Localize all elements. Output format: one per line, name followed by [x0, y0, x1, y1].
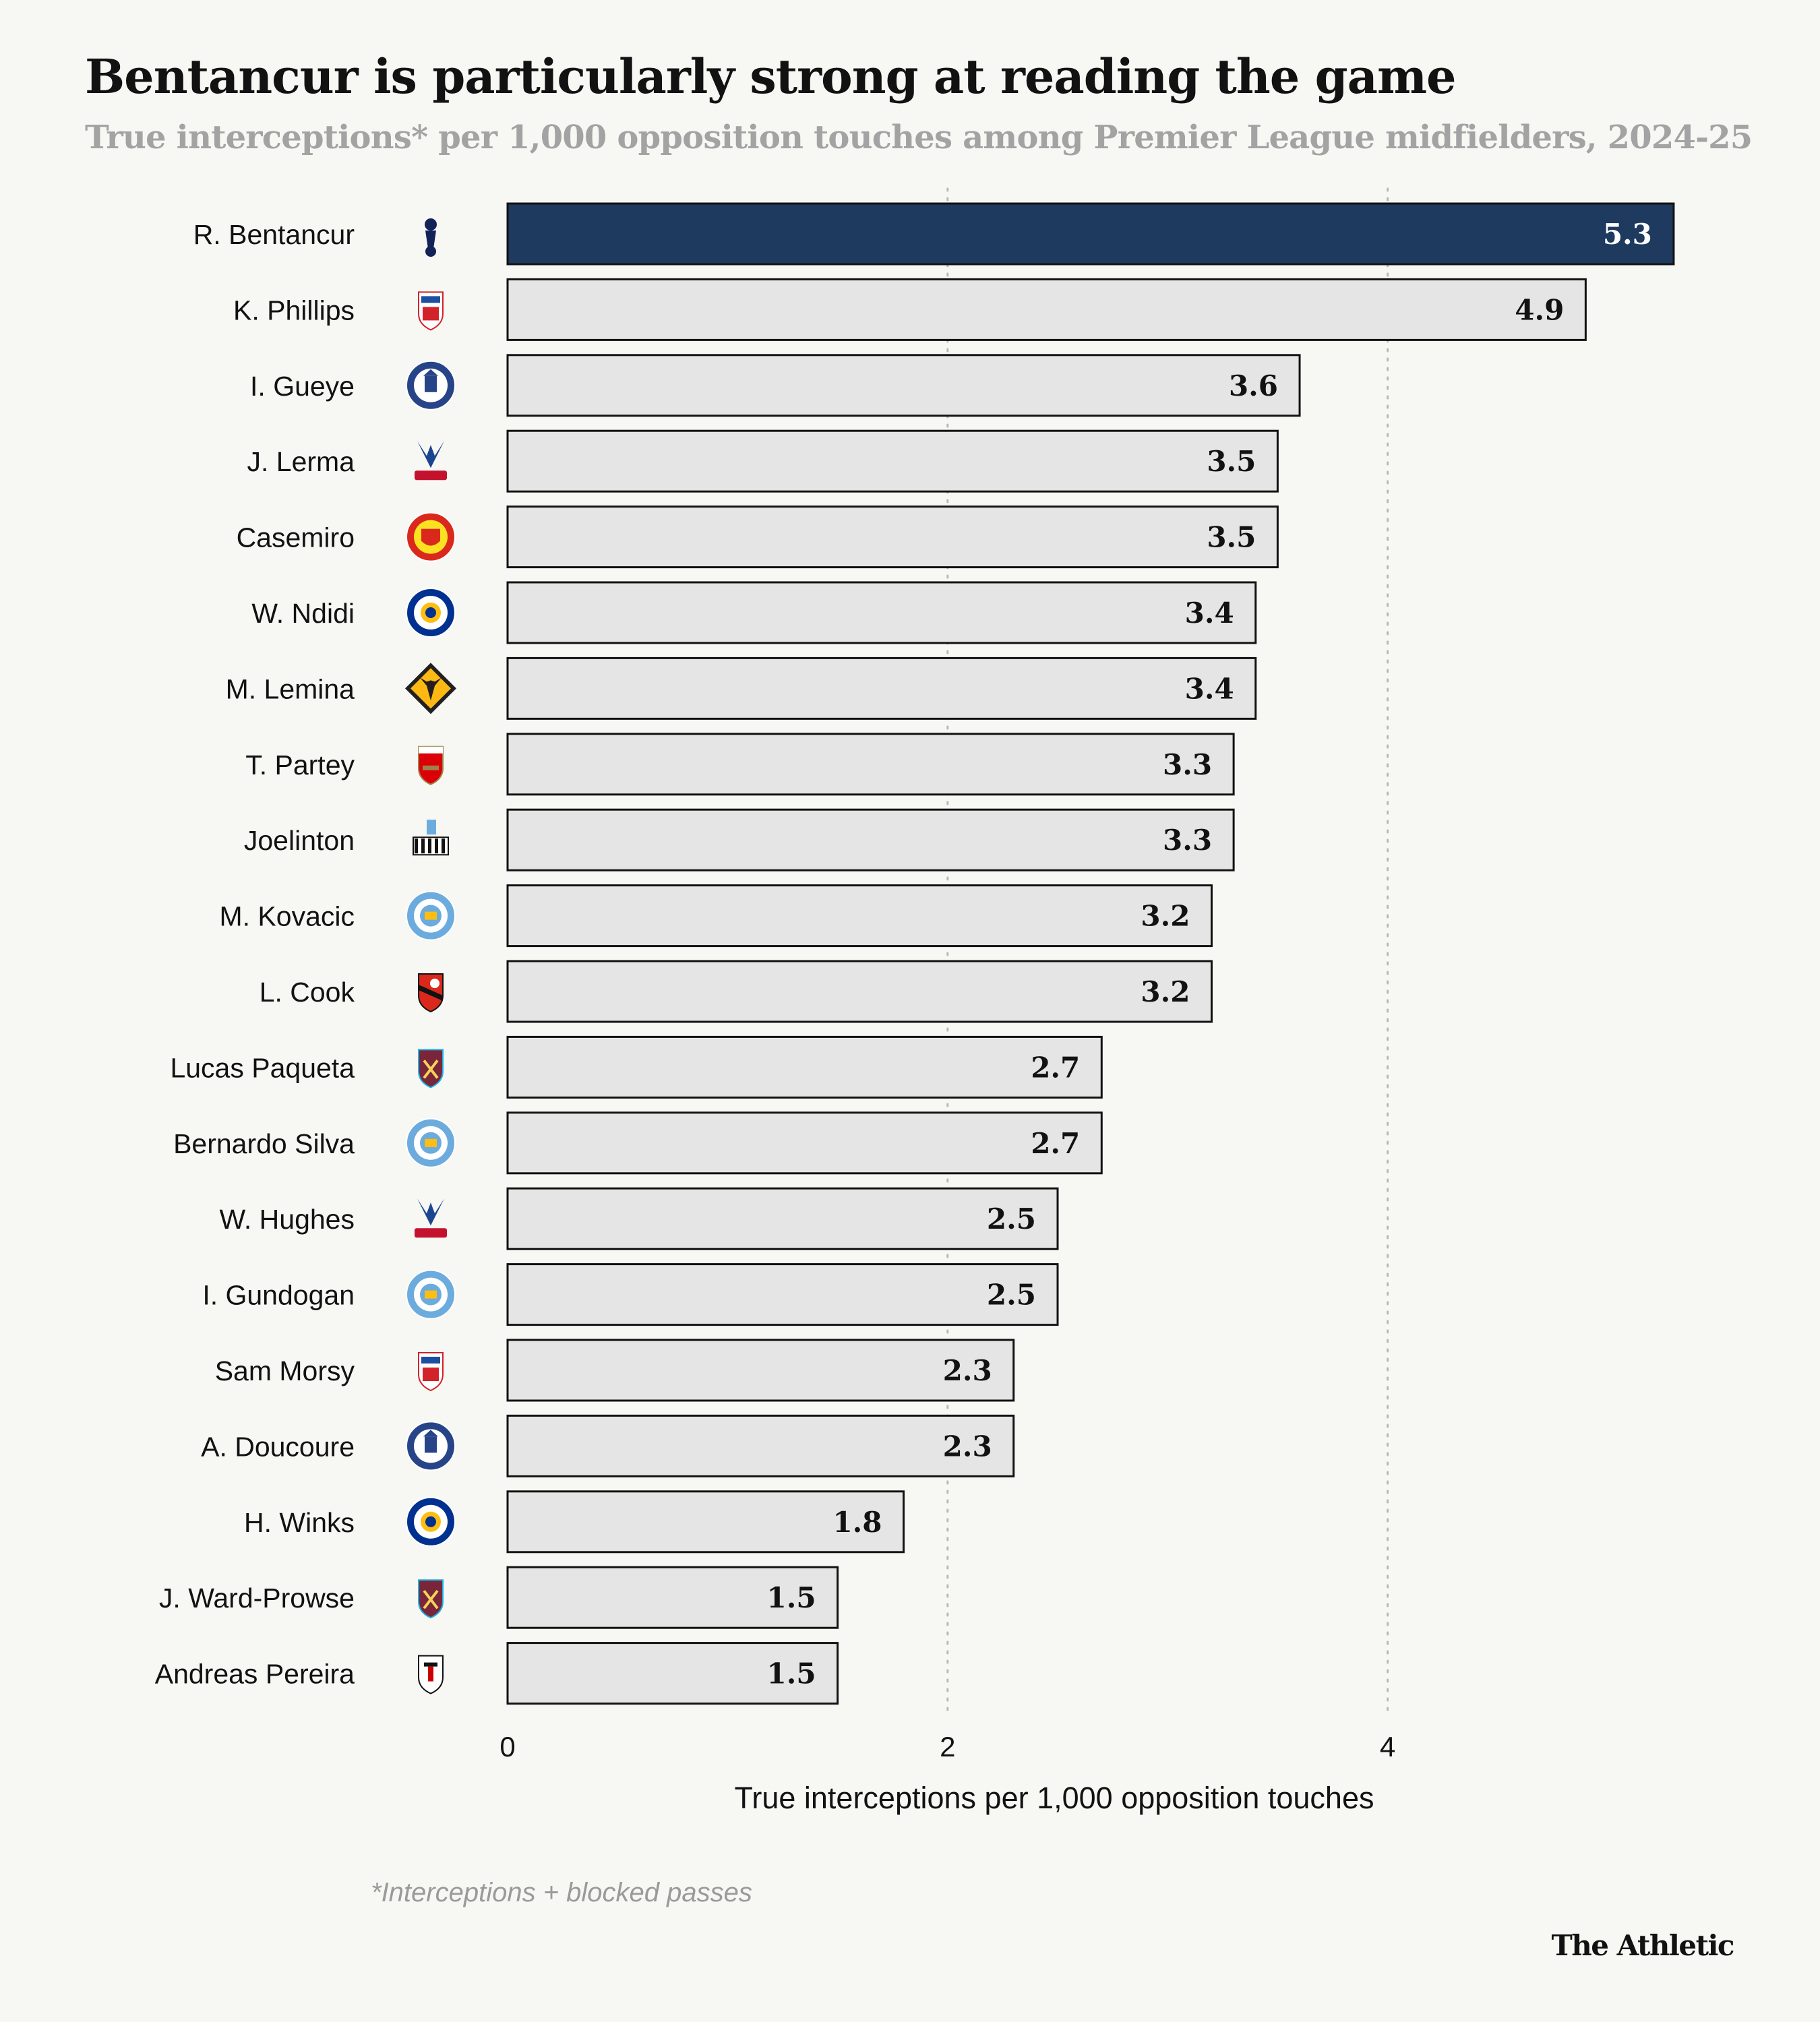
- crystal-palace-crest-icon: [415, 441, 447, 481]
- category-label: L. Cook: [260, 977, 355, 1008]
- category-label: Sam Morsy: [215, 1355, 355, 1386]
- bar: [506, 1566, 839, 1629]
- bar-value-label: 2.7: [1031, 1127, 1080, 1160]
- bar: [506, 960, 1213, 1023]
- fulham-crest-icon: [418, 1655, 444, 1694]
- bar-value-label: 3.4: [1185, 672, 1234, 705]
- bar-value-label: 5.3: [1603, 218, 1652, 251]
- bar-value-label: 3.6: [1229, 369, 1278, 402]
- everton-crest-icon: [406, 1421, 456, 1471]
- bar: [506, 506, 1279, 569]
- category-label: Casemiro: [237, 522, 355, 553]
- x-tick-label: 2: [940, 1731, 955, 1763]
- category-label: M. Lemina: [226, 673, 355, 704]
- bar-value-label: 3.3: [1163, 824, 1212, 857]
- category-label: Joelinton: [244, 825, 355, 856]
- category-label: J. Lerma: [247, 446, 355, 477]
- ipswich-crest-icon: [418, 291, 444, 331]
- bar: [506, 733, 1235, 796]
- man-city-crest-icon: [406, 1117, 456, 1168]
- bar: [506, 1111, 1103, 1175]
- west-ham-crest-icon: [418, 1579, 444, 1619]
- bar-value-label: 1.5: [767, 1581, 816, 1614]
- bar-value-label: 2.5: [987, 1202, 1036, 1235]
- leicester-crest-icon: [406, 1496, 456, 1547]
- bar-value-label: 4.9: [1515, 293, 1564, 326]
- tottenham-crest-icon: [425, 218, 437, 257]
- bar: [506, 581, 1257, 644]
- ipswich-crest-icon: [418, 1352, 444, 1392]
- bar-value-label: 2.7: [1031, 1051, 1080, 1084]
- chart-title: Bentancur is particularly strong at read…: [85, 49, 1457, 104]
- bar: [506, 1490, 905, 1554]
- bar: [506, 1187, 1059, 1250]
- bar: [506, 354, 1301, 417]
- category-label: I. Gueye: [250, 371, 355, 402]
- west-ham-crest-icon: [418, 1049, 444, 1089]
- bar-value-label: 1.8: [832, 1506, 882, 1539]
- footnote: *Interceptions + blocked passes: [371, 1878, 752, 1907]
- category-label: Lucas Paqueta: [170, 1052, 355, 1083]
- category-label: W. Hughes: [219, 1204, 355, 1235]
- bar-value-label: 2.3: [943, 1354, 992, 1387]
- bar: [506, 429, 1279, 493]
- bar: [506, 1263, 1059, 1326]
- grid-lines: [946, 187, 1389, 1717]
- x-tick-label: 0: [499, 1731, 515, 1763]
- bar-value-label: 2.3: [943, 1430, 992, 1463]
- x-axis-ticks: 0 2 4: [499, 1731, 1395, 1763]
- category-labels: R. Bentancur K. Phillips I. Gueye J. Lerma C…: [155, 219, 355, 1690]
- bar-value-label: 2.5: [987, 1279, 1036, 1312]
- arsenal-crest-icon: [418, 745, 444, 785]
- category-label: Andreas Pereira: [155, 1659, 355, 1690]
- bar: [506, 1414, 1015, 1477]
- club-crests: [405, 218, 456, 1694]
- chart-subtitle: True interceptions* per 1,000 opposition…: [85, 119, 1753, 156]
- man-city-crest-icon: [406, 1269, 456, 1320]
- category-label: J. Ward-Prowse: [159, 1583, 355, 1614]
- x-axis-title: True interceptions per 1,000 opposition …: [735, 1781, 1374, 1815]
- bar: [506, 278, 1587, 341]
- bar-value-label: 1.5: [767, 1657, 816, 1690]
- bar-value-label: 3.5: [1207, 521, 1256, 554]
- bars: 5.3 4.9 3.6 3.5 3.5 3.4 3.4 3.3 3.3 3.2 3.2 2.7 2.7 2…: [506, 202, 1675, 1705]
- bar: [506, 808, 1235, 871]
- bar: [506, 884, 1213, 948]
- category-label: T. Partey: [245, 749, 355, 780]
- bournemouth-crest-icon: [418, 973, 444, 1013]
- bar: [506, 1642, 839, 1705]
- newcastle-crest-icon: [413, 820, 449, 856]
- bar-value-label: 3.2: [1141, 975, 1190, 1008]
- man-utd-crest-icon: [406, 512, 456, 562]
- category-label: A. Doucoure: [201, 1431, 355, 1462]
- bar-value-label: 3.4: [1185, 596, 1234, 630]
- bar-value-label: 3.5: [1207, 445, 1256, 478]
- bar: [506, 202, 1675, 266]
- bar: [506, 656, 1257, 720]
- category-label: M. Kovacic: [220, 901, 355, 932]
- wolves-crest-icon: [405, 663, 456, 714]
- x-tick-label: 4: [1380, 1731, 1395, 1763]
- man-city-crest-icon: [406, 890, 456, 941]
- category-label: W. Ndidi: [251, 598, 355, 629]
- everton-crest-icon: [406, 360, 456, 410]
- bar: [506, 1035, 1103, 1099]
- category-label: Bernardo Silva: [173, 1128, 355, 1159]
- bar-chart: 5.3 4.9 3.6 3.5 3.5 3.4 3.4 3.3 3.3 3.2 3.2 2.7 2.7 2…: [155, 187, 1675, 1815]
- bar: [506, 1339, 1015, 1402]
- category-label: K. Phillips: [233, 295, 355, 326]
- crystal-palace-crest-icon: [415, 1198, 447, 1238]
- category-label: H. Winks: [244, 1507, 355, 1538]
- category-label: I. Gundogan: [202, 1280, 355, 1311]
- category-label: R. Bentancur: [193, 219, 355, 250]
- publisher-logo: The Athletic: [1551, 1929, 1734, 1962]
- bar-value-label: 3.2: [1141, 900, 1190, 933]
- leicester-crest-icon: [406, 588, 456, 638]
- bar-value-label: 3.3: [1163, 748, 1212, 781]
